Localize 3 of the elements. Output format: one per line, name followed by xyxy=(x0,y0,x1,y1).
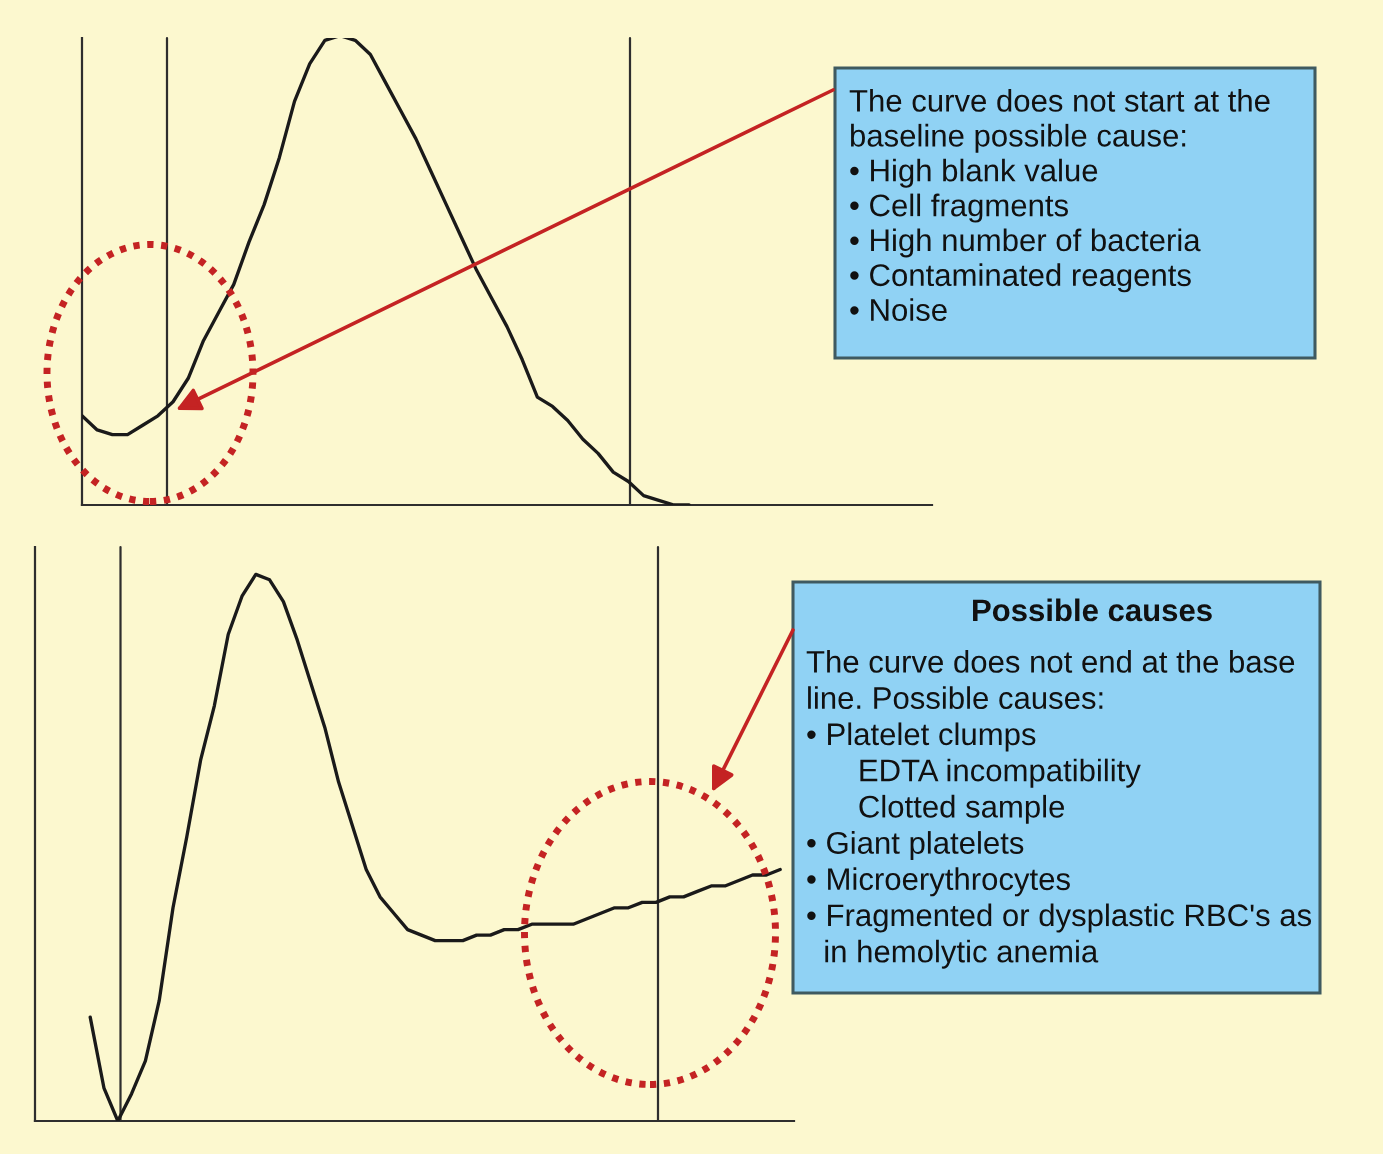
annotation: The curve does not start at the baseline possible cause: • High blank value • Cell fragments • High number of bacteria • Contaminated reagents • Noise xyxy=(849,89,1270,322)
text: Possible causes xyxy=(973,598,1212,622)
text: The curve does not end at the base line. Possible causes: • Platelet clumps EDTA incompatibility Clotted sample • Giant platelets • Microerythrocytes • Fragmented or dysplastic RBC's as in hemolytic anemia xyxy=(806,650,1312,969)
